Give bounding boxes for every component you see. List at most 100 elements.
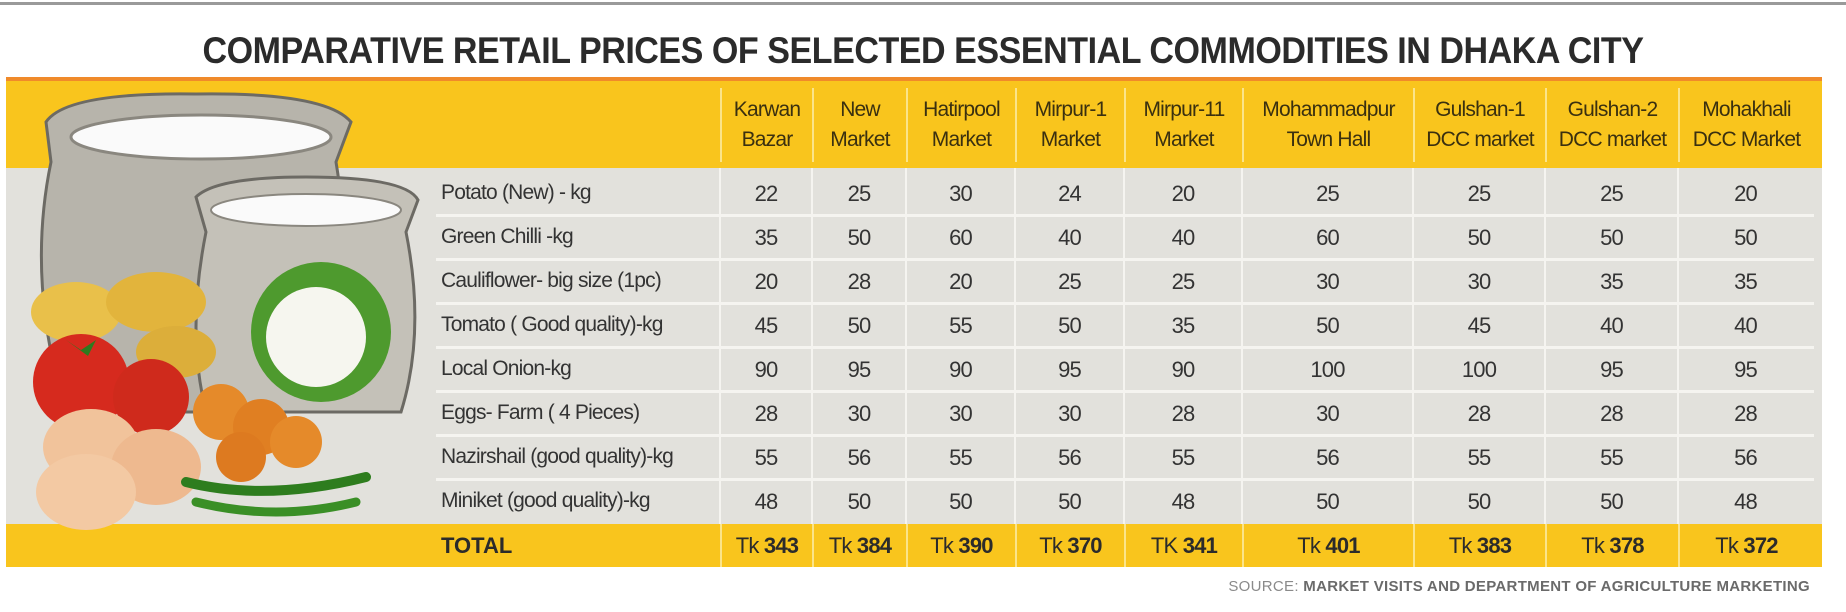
page-title: COMPARATIVE RETAIL PRICES OF SELECTED ES…	[202, 30, 1644, 71]
column-header-line: Market	[931, 128, 992, 151]
total-label: TOTAL	[441, 533, 513, 558]
price-cell: 55	[949, 313, 973, 338]
currency-prefix: Tk	[930, 533, 954, 558]
price-cell: 40	[1058, 225, 1082, 250]
price-cell: 55	[1467, 445, 1492, 470]
price-cell: 25	[1467, 181, 1492, 206]
column-header: Mirpur-1 Market	[1015, 88, 1124, 162]
price-cell: 30	[847, 401, 872, 426]
price-cell: 28	[754, 401, 779, 426]
total-amount: 370	[1067, 533, 1102, 558]
price-cell: 20	[754, 269, 779, 294]
price-cell: 55	[754, 445, 779, 470]
item-label: Potato (New) - kg	[441, 181, 592, 204]
currency-prefix: Tk	[1448, 533, 1473, 558]
source-note: SOURCE: MARKET VISITS AND DEPARTMENT OF …	[1228, 578, 1810, 595]
column-header: Mohammadpur Town Hall	[1242, 88, 1413, 162]
price-cell: 48	[1171, 489, 1196, 514]
column-header-line: Market	[830, 128, 890, 151]
currency-prefix: Tk	[1297, 533, 1321, 558]
row-divider	[436, 478, 1814, 481]
price-cell: 25	[1171, 269, 1196, 294]
column-header-line: Hatirpool	[923, 98, 1001, 121]
row-divider	[436, 214, 1814, 217]
column-header: New Market	[812, 88, 906, 162]
column-header-line: DCC Market	[1692, 128, 1801, 151]
row-divider	[436, 258, 1814, 261]
row-divider	[436, 434, 1814, 437]
price-cell: 56	[1734, 445, 1758, 470]
source-label: SOURCE:	[1228, 578, 1299, 595]
price-cell: 50	[949, 489, 973, 514]
price-cell: 30	[1316, 401, 1340, 426]
price-cell: 55	[949, 445, 973, 470]
column-header: Mirpur-11 Market	[1124, 88, 1242, 162]
price-cell: 50	[847, 489, 872, 514]
source-text: MARKET VISITS AND DEPARTMENT OF AGRICULT…	[1303, 578, 1810, 595]
total-cell: Tk 401	[1242, 524, 1413, 567]
column-header-line: DCC market	[1558, 128, 1667, 151]
price-cell: 60	[949, 225, 973, 250]
price-cell: 60	[1316, 225, 1340, 250]
column-header-line: Karwan	[733, 98, 801, 121]
price-cell: 28	[847, 269, 872, 294]
column-header-line: DCC market	[1426, 128, 1534, 151]
price-cell: 20	[1171, 181, 1196, 206]
price-cell: 45	[1467, 313, 1492, 338]
price-cell: 30	[1058, 401, 1082, 426]
column-header-line: New	[840, 98, 880, 121]
currency-prefix: Tk	[828, 533, 853, 558]
price-cell: 30	[1467, 269, 1492, 294]
price-cell: 100	[1461, 357, 1497, 382]
column-header: Gulshan-2 DCC market	[1545, 88, 1678, 162]
total-cell: Tk 383	[1413, 524, 1545, 567]
price-cell: 56	[847, 445, 872, 470]
column-header: Karwan Bazar	[720, 88, 812, 162]
total-amount: 343	[763, 533, 799, 558]
item-label: Local Onion-kg	[441, 357, 572, 380]
price-cell: 50	[1316, 489, 1340, 514]
price-cell: 20	[1734, 181, 1758, 206]
total-amount: 372	[1743, 533, 1778, 558]
item-label: Miniket (good quality)-kg	[441, 489, 651, 512]
item-label: Green Chilli -kg	[441, 225, 574, 248]
total-cell: Tk 370	[1015, 524, 1124, 567]
price-cell: 45	[754, 313, 779, 338]
price-cell: 55	[1600, 445, 1624, 470]
green-chilli-icon	[181, 472, 371, 517]
price-cell: 50	[1600, 489, 1624, 514]
price-cell: 56	[1316, 445, 1340, 470]
price-cell: 90	[949, 357, 973, 382]
currency-prefix: Tk	[735, 533, 760, 558]
price-cell: 35	[1600, 269, 1624, 294]
total-amount: 383	[1476, 533, 1512, 558]
price-cell: 40	[1171, 225, 1196, 250]
price-cell: 35	[1171, 313, 1196, 338]
price-cell: 55	[1171, 445, 1196, 470]
column-header-line: Mohammadpur	[1262, 98, 1395, 121]
total-cell: TK 341	[1124, 524, 1242, 567]
price-cell: 50	[847, 225, 872, 250]
price-cell: 95	[847, 357, 872, 382]
currency-prefix: Tk	[1039, 533, 1063, 558]
total-cell: Tk 378	[1545, 524, 1678, 567]
tomatoes-icon	[33, 334, 189, 435]
eggs-icon	[36, 409, 201, 530]
total-cell: Tk 390	[906, 524, 1015, 567]
price-cell: 50	[1467, 489, 1492, 514]
price-cell: 100	[1310, 357, 1345, 382]
total-amount: 378	[1609, 533, 1644, 558]
price-cell: 50	[1734, 225, 1758, 250]
total-cell: Tk 384	[812, 524, 906, 567]
price-cell: 22	[754, 181, 779, 206]
column-header-line: Bazar	[741, 128, 794, 151]
price-cell: 95	[1058, 357, 1082, 382]
item-label: Nazirshail (good quality)-kg	[441, 445, 674, 468]
price-cell: 95	[1734, 357, 1758, 382]
price-cell: 24	[1058, 181, 1082, 206]
row-divider	[436, 390, 1814, 393]
column-header-line: Mirpur-11	[1143, 98, 1225, 121]
column-header-line: Market	[1154, 128, 1214, 151]
top-rule	[0, 2, 1846, 5]
price-cell: 35	[754, 225, 779, 250]
